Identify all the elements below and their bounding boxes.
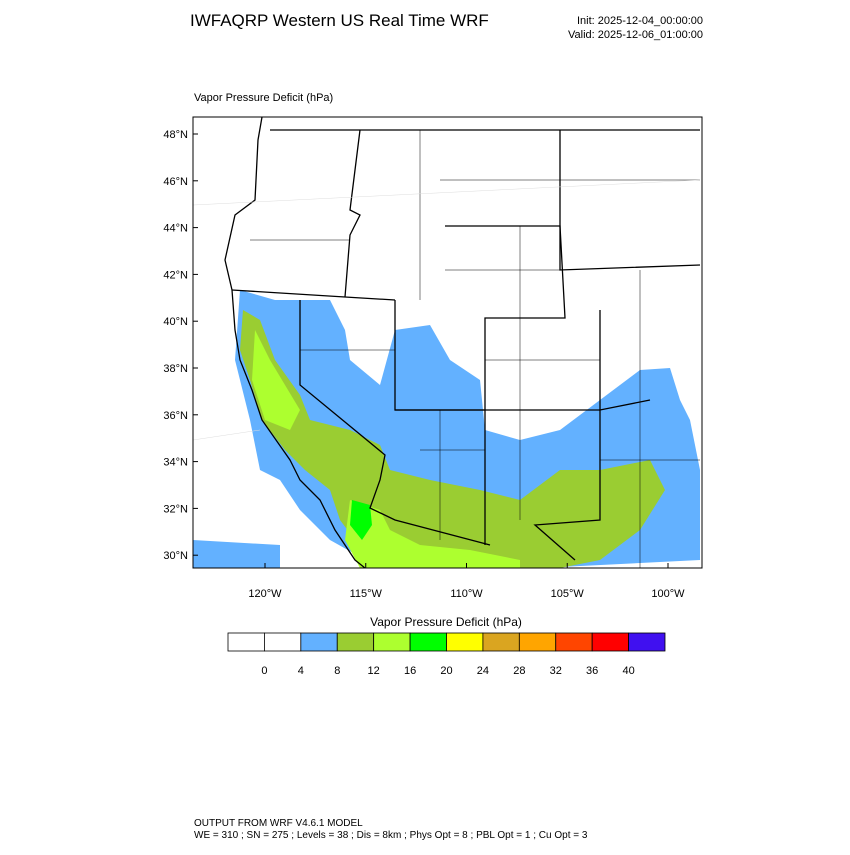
lat-label: 42°N (163, 269, 188, 281)
lat-label: 44°N (163, 223, 188, 235)
lat-label: 32°N (163, 503, 188, 515)
colorbar-label: 4 (298, 665, 304, 677)
lat-label: 30°N (163, 550, 188, 562)
colorbar-label: 28 (513, 665, 525, 677)
colorbar-label: 12 (368, 665, 380, 677)
colorbar: 0 4 8 12 16 20 24 28 32 36 40 (227, 632, 666, 677)
colorbar-label: 8 (334, 665, 340, 677)
lon-label: 120°W (248, 588, 282, 600)
footer-line: WE = 310 ; SN = 275 ; Levels = 38 ; Dis … (194, 830, 588, 841)
colorbar-box (518, 632, 557, 652)
map-frame (192, 116, 703, 569)
colorbar-box (264, 632, 302, 652)
colorbar-box (446, 632, 484, 652)
colorbar-box (227, 632, 265, 652)
lon-label: 100°W (651, 588, 685, 600)
colorbar-box (409, 632, 447, 652)
title: IWFAQRP Western US Real Time WRF (190, 11, 489, 30)
colorbar-label: 24 (477, 665, 489, 677)
colorbar-box (555, 632, 593, 652)
footer-line: OUTPUT FROM WRF V4.6.1 MODEL (194, 818, 363, 829)
colorbar-label: 0 (261, 665, 267, 677)
lat-label: 40°N (163, 316, 188, 328)
colorbar-box (336, 632, 375, 652)
colorbar-box (300, 632, 338, 652)
lat-label: 48°N (163, 129, 188, 141)
map-label: Vapor Pressure Deficit (hPa) (194, 92, 333, 104)
colorbar-label: 32 (550, 665, 562, 677)
lat-label: 36°N (163, 410, 188, 422)
axis-labels: 48°N 46°N 44°N 42°N 40°N 38°N 36°N 34°N 32°N 30°N… (163, 129, 685, 600)
lat-label: 46°N (163, 176, 188, 188)
colorbar-box (628, 632, 666, 652)
colorbar-box (591, 632, 629, 652)
lat-label: 34°N (163, 457, 188, 469)
valid-time: Valid: 2025-12-06_01:00:00 (568, 29, 703, 41)
colorbar-box (482, 632, 520, 652)
colorbar-title: Vapor Pressure Deficit (hPa) (370, 615, 522, 629)
colorbar-box (373, 632, 411, 652)
init-time: Init: 2025-12-04_00:00:00 (577, 15, 703, 27)
colorbar-label: 20 (440, 665, 452, 677)
lon-label: 105°W (551, 588, 585, 600)
colorbar-label: 40 (622, 665, 634, 677)
lon-label: 110°W (450, 588, 483, 600)
colorbar-label: 16 (404, 665, 416, 677)
colorbar-label: 36 (586, 665, 598, 677)
lat-label: 38°N (163, 363, 188, 375)
map (193, 117, 702, 568)
lon-label: 115°W (350, 588, 383, 600)
